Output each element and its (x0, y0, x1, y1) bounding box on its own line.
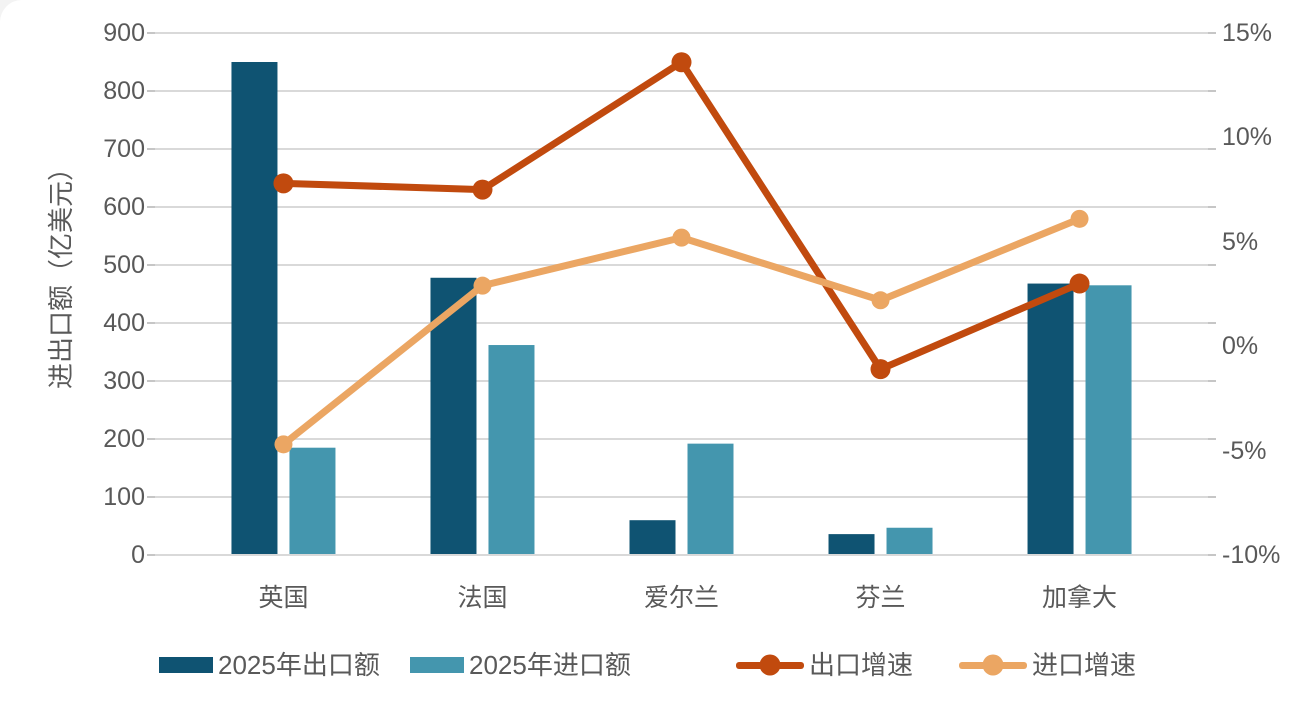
left-axis-tick-label: 700 (103, 135, 145, 163)
legend-label-import-growth: 进口增速 (1032, 650, 1137, 680)
right-axis-tick-label: 0% (1222, 332, 1259, 361)
right-axis-tick-label: 10% (1222, 123, 1273, 152)
point-import-growth-3 (871, 291, 890, 310)
left-axis-tick-label: 600 (103, 193, 145, 221)
legend-label-export-amount: 2025年出口额 (218, 650, 380, 680)
right-axis-tick-label: -10% (1222, 541, 1281, 569)
legend-label-export-growth: 出口增速 (809, 650, 914, 680)
point-export-growth-3 (870, 359, 891, 380)
left-axis-title: 进出口额（亿美元） (46, 155, 76, 390)
bar-export-3 (828, 534, 875, 555)
right-axis-tick-label: 15% (1222, 19, 1273, 47)
right-axis-tick-label: 5% (1222, 227, 1259, 256)
left-axis-tick-label: 400 (103, 309, 145, 337)
point-export-growth-0 (273, 173, 294, 194)
import-growth-line-icon (959, 654, 1027, 676)
category-label-2: 爱尔兰 (643, 584, 719, 612)
left-axis-tick-label: 0 (131, 541, 145, 569)
legend-item-import-amount[interactable]: 2025年进口额 (410, 648, 631, 682)
corner-artifact (0, 0, 56, 28)
point-import-growth-0 (274, 435, 293, 454)
bar-export-0 (231, 62, 278, 555)
bar-import-0 (289, 447, 336, 555)
export-growth-line-icon (736, 654, 804, 676)
left-axis-tick-label: 300 (103, 367, 145, 395)
legend: 2025年出口额 2025年进口额 出口增速 进口增速 (0, 648, 1294, 682)
category-label-0: 英国 (258, 584, 309, 612)
right-axis-tick-label: -5% (1222, 436, 1267, 465)
bar-export-4 (1027, 283, 1074, 555)
legend-label-import-amount: 2025年进口额 (469, 650, 631, 680)
export-growth-dot-icon (759, 654, 781, 676)
legend-item-import-growth[interactable]: 进口增速 (959, 648, 1136, 682)
category-label-4: 加拿大 (1042, 584, 1118, 612)
point-import-growth-2 (672, 228, 691, 247)
legend-item-export-amount[interactable]: 2025年出口额 (159, 648, 380, 682)
point-import-growth-1 (473, 276, 492, 295)
left-axis-tick-label: 500 (103, 251, 145, 279)
bar-import-1 (488, 345, 535, 555)
bar-import-4 (1085, 285, 1132, 555)
import-growth-dot-icon (982, 654, 1004, 676)
bar-import-2 (687, 443, 734, 555)
bar-export-2 (629, 520, 676, 555)
legend-item-export-growth[interactable]: 出口增速 (736, 648, 913, 682)
left-axis-tick-label: 200 (103, 425, 145, 453)
category-label-3: 芬兰 (855, 584, 906, 612)
point-import-growth-4 (1070, 209, 1089, 228)
point-export-growth-1 (472, 179, 493, 200)
category-label-1: 法国 (457, 584, 508, 612)
point-export-growth-2 (671, 52, 692, 73)
left-axis-tick-label: 900 (103, 19, 145, 47)
export-amount-swatch-icon (159, 657, 213, 673)
left-axis-tick-label: 800 (103, 77, 145, 105)
bar-import-3 (886, 527, 933, 555)
point-export-growth-4 (1069, 273, 1090, 294)
import-amount-swatch-icon (410, 657, 464, 673)
left-axis-tick-label: 100 (103, 483, 145, 511)
